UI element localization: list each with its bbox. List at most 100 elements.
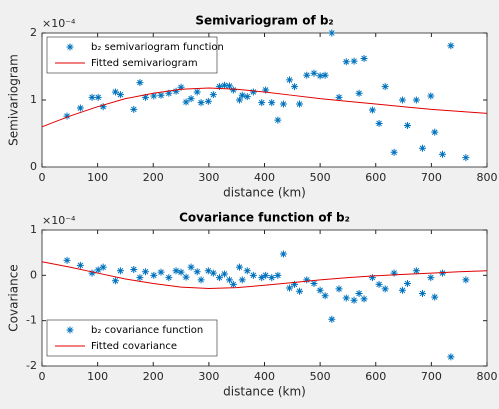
data-point bbox=[193, 268, 201, 276]
data-point bbox=[328, 315, 336, 323]
data-point bbox=[296, 287, 304, 295]
legend bbox=[46, 36, 218, 74]
data-point bbox=[116, 91, 124, 99]
data-point bbox=[418, 144, 426, 152]
data-point bbox=[130, 105, 138, 113]
x-tick-label: 100 bbox=[87, 171, 108, 184]
data-point bbox=[412, 267, 420, 275]
x-axis-label: distance (km) bbox=[223, 385, 306, 399]
data-point bbox=[274, 271, 282, 279]
data-point bbox=[462, 154, 470, 162]
y-tick-label: 0 bbox=[30, 268, 37, 281]
data-point bbox=[187, 95, 195, 103]
legend-label: Fitted semivariogram bbox=[91, 58, 198, 69]
data-point bbox=[76, 104, 84, 112]
data-point bbox=[381, 83, 389, 91]
data-point bbox=[99, 103, 107, 111]
data-point bbox=[243, 267, 251, 275]
data-point bbox=[328, 29, 336, 37]
data-point bbox=[268, 99, 276, 107]
data-point bbox=[418, 289, 426, 297]
data-point bbox=[342, 58, 350, 66]
data-point bbox=[390, 148, 398, 156]
data-point bbox=[182, 98, 190, 106]
data-point bbox=[215, 83, 223, 91]
data-point bbox=[316, 72, 324, 80]
data-point bbox=[398, 286, 406, 294]
data-point bbox=[279, 250, 287, 258]
data-point bbox=[439, 150, 446, 158]
data-point bbox=[193, 88, 201, 96]
data-point bbox=[268, 274, 276, 282]
data-point bbox=[177, 83, 185, 91]
data-point bbox=[209, 91, 217, 99]
data-point bbox=[141, 268, 149, 276]
data-point bbox=[94, 93, 102, 101]
data-point bbox=[462, 276, 470, 284]
data-point bbox=[427, 92, 435, 100]
x-tick-label: 200 bbox=[143, 370, 164, 383]
x-tick-label: 800 bbox=[477, 370, 498, 383]
data-point bbox=[296, 100, 304, 108]
y-tick-label: -2 bbox=[26, 359, 37, 372]
x-tick-label: 300 bbox=[198, 370, 219, 383]
data-point bbox=[310, 279, 318, 287]
data-point bbox=[136, 274, 144, 282]
data-point bbox=[390, 269, 398, 277]
data-point bbox=[99, 263, 107, 271]
data-point bbox=[321, 292, 329, 300]
x-tick-label: 0 bbox=[39, 370, 46, 383]
data-point bbox=[229, 86, 237, 94]
data-point bbox=[286, 76, 294, 84]
data-point bbox=[303, 71, 311, 79]
legend-label: b₂ covariance function bbox=[91, 325, 203, 336]
data-point bbox=[447, 353, 455, 361]
data-point bbox=[116, 267, 124, 275]
data-point bbox=[335, 285, 343, 293]
y-multiplier: ×10⁻⁴ bbox=[42, 214, 76, 227]
data-point bbox=[355, 89, 363, 97]
data-point bbox=[238, 91, 246, 99]
data-point bbox=[182, 273, 190, 281]
x-tick-label: 200 bbox=[143, 171, 164, 184]
data-point bbox=[375, 280, 383, 288]
data-point bbox=[258, 99, 266, 107]
chart-title: Semivariogram of b₂ bbox=[195, 14, 333, 28]
data-point bbox=[350, 296, 358, 304]
x-tick-label: 600 bbox=[365, 370, 386, 383]
data-point bbox=[209, 269, 217, 277]
data-point bbox=[150, 92, 158, 100]
y-tick-label: -1 bbox=[26, 314, 37, 327]
data-point bbox=[310, 69, 318, 77]
data-point bbox=[291, 280, 299, 288]
data-point bbox=[136, 79, 144, 87]
data-point bbox=[157, 91, 165, 99]
x-tick-label: 800 bbox=[477, 171, 498, 184]
data-point bbox=[76, 261, 84, 269]
data-point bbox=[279, 100, 287, 108]
data-point bbox=[63, 112, 71, 120]
data-point bbox=[258, 274, 266, 282]
x-tick-label: 400 bbox=[254, 171, 275, 184]
data-point bbox=[220, 270, 228, 278]
x-tick-label: 700 bbox=[421, 370, 442, 383]
data-point bbox=[204, 97, 212, 105]
data-point bbox=[172, 87, 180, 95]
data-point bbox=[225, 276, 233, 284]
data-point bbox=[360, 54, 368, 62]
y-tick-label: 1 bbox=[30, 223, 37, 236]
data-point bbox=[141, 93, 149, 101]
y-tick-label: 0 bbox=[30, 160, 37, 173]
data-point bbox=[130, 265, 138, 273]
data-point bbox=[229, 280, 237, 288]
data-point bbox=[375, 119, 383, 127]
data-point bbox=[360, 295, 368, 303]
data-point bbox=[431, 128, 439, 136]
x-tick-label: 0 bbox=[39, 171, 46, 184]
data-point bbox=[111, 277, 119, 285]
data-point bbox=[94, 266, 102, 274]
data-point bbox=[235, 263, 243, 271]
data-point bbox=[249, 271, 257, 279]
legend-label: Fitted covariance bbox=[91, 341, 177, 352]
